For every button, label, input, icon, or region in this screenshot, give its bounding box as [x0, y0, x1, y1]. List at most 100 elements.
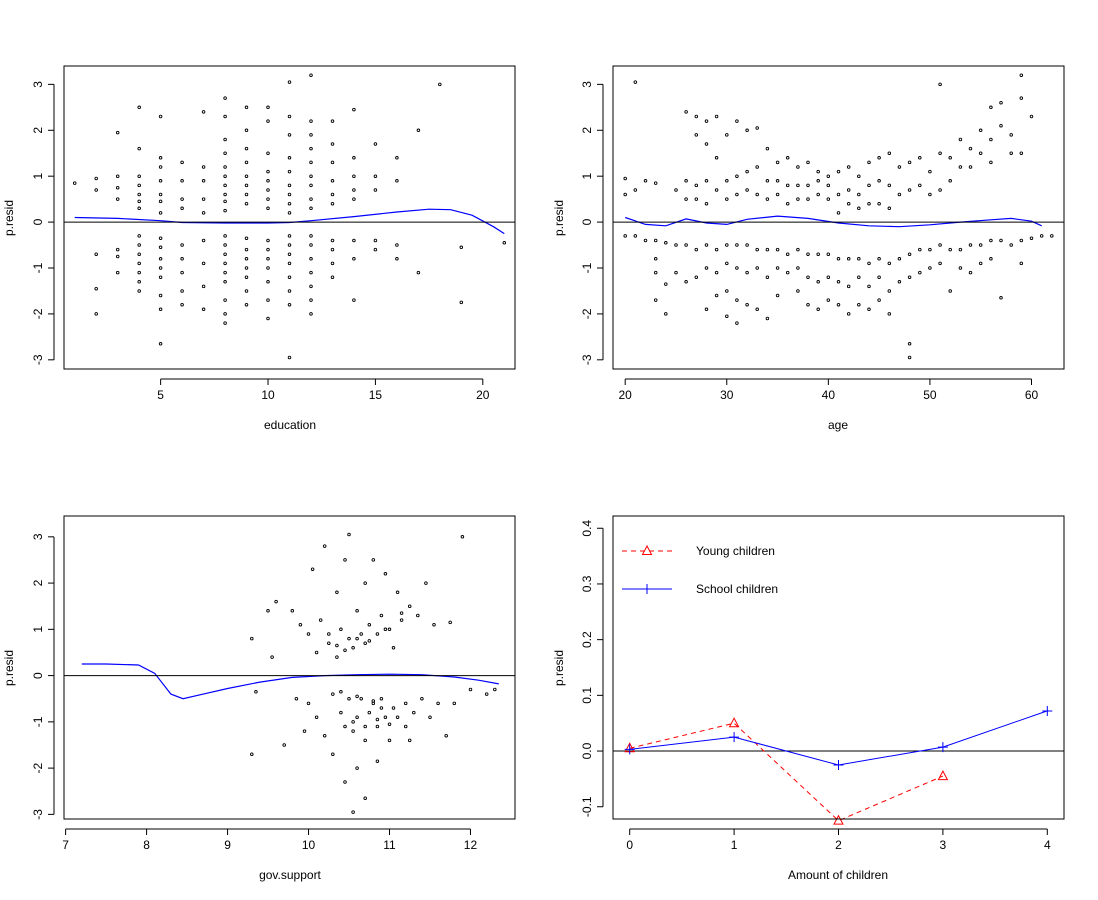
data-point [352, 156, 356, 160]
p3-y-tick-label: -3 [31, 809, 45, 820]
data-point [826, 275, 831, 279]
data-point [351, 729, 355, 733]
p4-y-tick-label: 0.1 [580, 687, 594, 704]
data-point [704, 179, 709, 183]
data-point [310, 567, 315, 571]
data-point [664, 282, 668, 286]
data-point [180, 179, 184, 183]
p4-series-school [624, 705, 1053, 770]
data-point [371, 699, 376, 703]
data-point [745, 270, 749, 275]
data-point [330, 119, 335, 123]
p1-x-axis: 5 10 15 20 [157, 378, 490, 402]
data-point [309, 119, 313, 123]
p4-frame [612, 515, 1065, 820]
data-point [857, 206, 861, 211]
data-point [1039, 234, 1044, 238]
data-point [897, 192, 902, 197]
p2-x-tick-label: 50 [923, 388, 937, 402]
p2-x-tick-label: 60 [1025, 388, 1039, 402]
data-point [674, 243, 678, 247]
data-point [395, 156, 399, 160]
data-point [373, 142, 378, 146]
data-point [355, 715, 359, 719]
data-point [928, 169, 932, 174]
data-point [725, 289, 729, 293]
data-point [816, 192, 820, 197]
data-point [355, 636, 359, 641]
data-point [836, 257, 841, 261]
data-point [266, 151, 270, 155]
p1-x-tick-label: 20 [476, 388, 490, 402]
data-point [958, 137, 963, 142]
data-point [223, 199, 227, 204]
data-point [309, 284, 313, 289]
data-point [714, 293, 719, 298]
p3-x-tick-label: 9 [224, 838, 231, 852]
data-point [309, 257, 313, 261]
triangle-marker [728, 717, 740, 728]
data-point [826, 298, 831, 302]
data-point [322, 544, 327, 548]
data-point [379, 706, 384, 710]
data-point [290, 609, 295, 613]
p4-y-label: p.resid [552, 650, 566, 686]
data-point [223, 321, 227, 325]
data-point [180, 257, 184, 261]
p4-x-tick-label: 2 [835, 838, 842, 852]
data-point [877, 298, 881, 302]
data-point [412, 710, 416, 715]
data-point [725, 261, 729, 266]
data-point [223, 208, 227, 213]
data-point [223, 165, 227, 169]
data-point [223, 270, 227, 275]
data-point [137, 105, 141, 110]
data-point [244, 192, 249, 197]
p4-x-tick-label: 3 [940, 838, 947, 852]
data-point [653, 238, 658, 243]
data-point [266, 609, 270, 613]
data-point [907, 188, 912, 192]
data-point [395, 257, 399, 261]
data-point [371, 558, 376, 562]
data-point [115, 197, 120, 201]
data-point [330, 160, 335, 165]
data-point [158, 293, 163, 298]
data-point [704, 201, 709, 206]
data-point [633, 188, 638, 192]
data-point [347, 696, 351, 701]
data-point [938, 188, 942, 192]
data-point [314, 715, 319, 719]
data-point [330, 261, 335, 266]
data-point [115, 270, 120, 275]
data-point [1009, 151, 1013, 155]
legend-plus-marker [642, 584, 652, 594]
data-point [857, 257, 861, 261]
data-point [755, 266, 759, 270]
p4-legend: Young children School children [622, 544, 778, 596]
data-point [775, 192, 780, 197]
p4-y-tick-label: 0.4 [580, 520, 594, 537]
data-point [373, 247, 378, 252]
data-point [363, 724, 367, 729]
data-point [725, 179, 729, 183]
p1-x-label: education [264, 418, 316, 432]
data-point [428, 715, 432, 719]
p3-points [250, 532, 497, 814]
p3-x-tick-label: 8 [143, 838, 150, 852]
legend-young-label: Young children [696, 544, 775, 558]
data-point [244, 105, 249, 110]
data-point [416, 128, 421, 133]
data-point [775, 160, 780, 165]
data-point [330, 142, 335, 146]
data-point [938, 243, 942, 247]
data-point [623, 234, 627, 238]
data-point [785, 252, 790, 256]
p4-y-axis: -0.1 0.0 0.1 0.2 0.3 0.4 [580, 520, 604, 817]
data-point [826, 174, 831, 178]
data-point [968, 270, 973, 275]
data-point [309, 312, 313, 316]
data-point [266, 316, 270, 321]
p4-y-tick-label: 0.0 [580, 742, 594, 759]
data-point [309, 197, 313, 201]
